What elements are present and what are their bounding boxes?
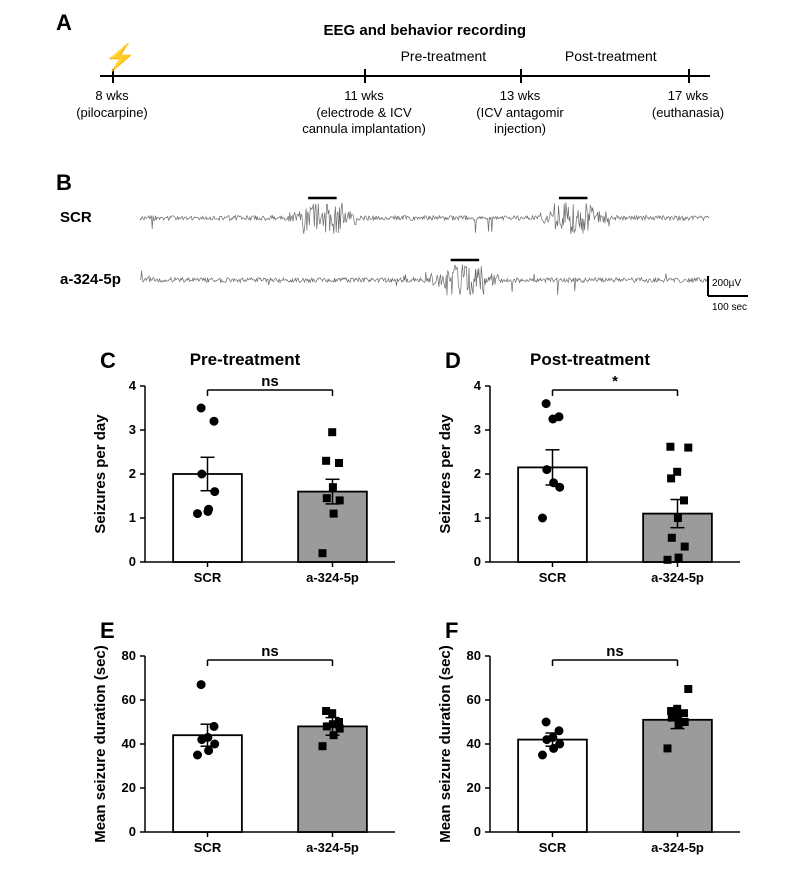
timeline-event-desc-0: (pilocarpine): [27, 105, 197, 121]
timeline-header: EEG and behavior recording: [324, 22, 527, 39]
svg-text:ns: ns: [261, 643, 279, 660]
chart-C: Pre-treatment01234Seizures per daySCRa-3…: [85, 350, 405, 600]
bolt-icon: ⚡: [104, 42, 136, 73]
timeline: EEG and behavior recording Pre-treatment P…: [90, 20, 720, 160]
svg-text:a-324-5p: a-324-5p: [651, 570, 704, 585]
timeline-pre: Pre-treatment: [388, 48, 498, 66]
svg-text:3: 3: [474, 422, 481, 437]
timeline-event-1: 11 wks: [304, 88, 424, 104]
timeline-event-desc-3: (euthanasia): [603, 105, 773, 121]
figure: ABCDEFEEG and behavior recordingPre-trea…: [0, 0, 800, 889]
eeg-label-a-324-5p: a-324-5p: [60, 271, 121, 288]
svg-text:Seizures per day: Seizures per day: [92, 414, 109, 534]
svg-text:20: 20: [122, 780, 136, 795]
svg-text:a-324-5p: a-324-5p: [651, 840, 704, 855]
svg-text:100 sec: 100 sec: [712, 302, 747, 313]
svg-text:SCR: SCR: [539, 570, 567, 585]
eeg-trace-SCR: [140, 195, 710, 241]
svg-text:4: 4: [474, 378, 482, 393]
svg-text:60: 60: [122, 692, 136, 707]
svg-text:ns: ns: [261, 373, 279, 390]
eeg-trace-a-324-5p: [140, 257, 710, 303]
timeline-event-3: 17 wks: [628, 88, 748, 104]
chart-E: 0 20 40 60 80 Mean seizure duration (sec) SCR a…: [85, 620, 405, 870]
svg-text:2: 2: [129, 466, 136, 481]
svg-text:*: *: [612, 373, 618, 390]
timeline-event-desc-2: (ICV antagomir injection): [435, 105, 605, 138]
scale-bar: 200µV 100 sec: [700, 270, 760, 320]
svg-text:40: 40: [122, 736, 136, 751]
svg-text:80: 80: [467, 648, 481, 663]
svg-text:80: 80: [122, 648, 136, 663]
svg-text:0: 0: [129, 554, 136, 569]
svg-text:ns: ns: [606, 643, 624, 660]
svg-text:a-324-5p: a-324-5p: [306, 570, 359, 585]
svg-text:0: 0: [474, 824, 481, 839]
svg-text:Mean seizure duration (sec): Mean seizure duration (sec): [92, 645, 109, 843]
timeline-event-desc-1: (electrode & ICV cannula implantation): [279, 105, 449, 138]
svg-text:40: 40: [467, 736, 481, 751]
svg-text:SCR: SCR: [539, 840, 567, 855]
svg-text:0: 0: [129, 824, 136, 839]
svg-text:60: 60: [467, 692, 481, 707]
eeg-panel: SCR a-324-5p 200µV 100 sec: [60, 180, 760, 330]
svg-text:Seizures per day: Seizures per day: [437, 414, 454, 534]
svg-text:200µV: 200µV: [712, 278, 741, 289]
svg-text:SCR: SCR: [194, 570, 222, 585]
chart-D: Post-treatment01234Seizures per daySCRa-…: [430, 350, 750, 600]
svg-text:20: 20: [467, 780, 481, 795]
eeg-label-SCR: SCR: [60, 209, 92, 226]
svg-text:0: 0: [474, 554, 481, 569]
svg-text:2: 2: [474, 466, 481, 481]
svg-text:1: 1: [474, 510, 481, 525]
svg-text:SCR: SCR: [194, 840, 222, 855]
panel-label-A: A: [56, 10, 72, 36]
timeline-event-2: 13 wks: [460, 88, 580, 104]
svg-text:Mean seizure duration (sec): Mean seizure duration (sec): [437, 645, 454, 843]
svg-text:a-324-5p: a-324-5p: [306, 840, 359, 855]
svg-text:1: 1: [129, 510, 136, 525]
chart-F: 0 20 40 60 80 Mean seizure duration (sec) SCR a…: [430, 620, 750, 870]
timeline-event-0: 8 wks: [52, 88, 172, 104]
svg-text:3: 3: [129, 422, 136, 437]
timeline-post: Post-treatment: [551, 48, 671, 66]
svg-text:4: 4: [129, 378, 137, 393]
